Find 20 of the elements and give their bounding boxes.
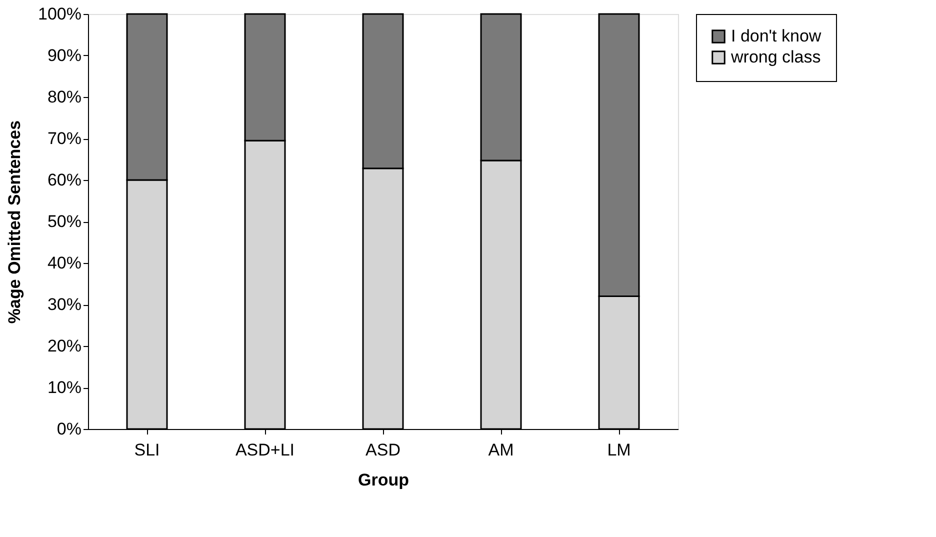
x-tick-label: LM (607, 440, 631, 460)
legend-label: I don't know (731, 26, 822, 46)
y-tick-label: 40% (47, 254, 82, 272)
x-tick-label: AM (488, 440, 514, 460)
y-tick-label: 100% (38, 4, 82, 24)
y-tick-label: 90% (47, 46, 82, 65)
x-axis-title: Group (358, 470, 409, 490)
x-tick-label: ASD+LI (235, 440, 295, 460)
y-tick-label: 20% (47, 336, 82, 356)
y-tick-label: 70% (47, 129, 82, 148)
y-tick-label: 60% (47, 170, 82, 190)
x-tick-label: SLI (134, 440, 160, 460)
legend-label: wrong class (730, 48, 821, 66)
y-tick-label: 30% (47, 295, 82, 314)
y-axis-title: %age Omitted Sentences (5, 120, 24, 324)
y-tick-label: 0% (56, 420, 82, 438)
y-tick-label: 80% (47, 88, 82, 106)
y-tick-label: 10% (47, 378, 82, 397)
y-tick-label: 50% (47, 212, 82, 231)
x-tick-label: ASD (366, 440, 400, 460)
